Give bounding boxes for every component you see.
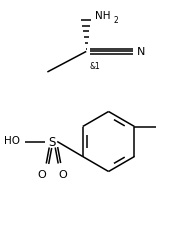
Text: NH: NH (95, 11, 111, 21)
Text: N: N (137, 47, 145, 57)
Text: O: O (37, 170, 46, 180)
Text: &1: &1 (89, 62, 100, 71)
Text: HO: HO (4, 136, 20, 146)
Text: 2: 2 (114, 16, 119, 25)
Text: O: O (59, 170, 67, 180)
Text: S: S (49, 135, 56, 148)
